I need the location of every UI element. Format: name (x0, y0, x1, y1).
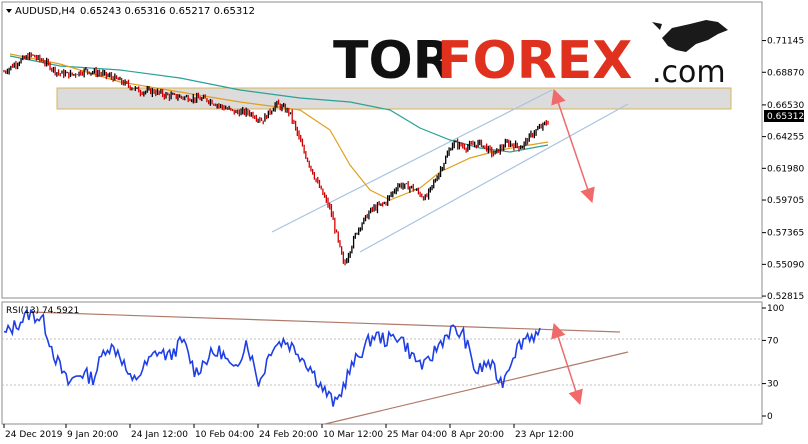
time-tick-label: 10 Mar 12:00 (323, 430, 383, 440)
price-tick-label: 0.59705 (767, 196, 804, 206)
moving-average-fast (9, 53, 549, 201)
rsi-tick-label: 30 (767, 380, 779, 390)
price-tick-label: 0.55090 (767, 260, 804, 270)
symbol-title: AUDUSD,H4 (15, 6, 75, 17)
logo-forex: FOREX (437, 31, 632, 91)
current-price-label: 0.65312 (767, 112, 804, 122)
rsi-pane (1, 301, 763, 425)
rsi-tick-label: 70 (767, 336, 779, 346)
time-tick-label: 24 Jan 12:00 (131, 430, 188, 440)
time-tick-label: 10 Feb 04:00 (195, 430, 254, 440)
price-tick-label: 0.52815 (767, 292, 804, 302)
price-tick-label: 0.57365 (767, 229, 804, 239)
rsi-tick-label: 0 (767, 412, 773, 422)
logo-com: .com (652, 55, 726, 90)
price-series (3, 52, 549, 266)
time-tick-label: 24 Dec 2019 (5, 430, 63, 440)
rsi-series (3, 308, 541, 407)
price-tick-label: 0.61980 (767, 164, 804, 174)
logo-tor: TOR (333, 31, 453, 91)
rsi-axis: 100 70 30 0 (762, 304, 784, 422)
torforex-logo: TOR FOREX .com (333, 20, 728, 91)
current-price-marker (764, 110, 804, 122)
time-tick-label: 9 Jan 20:00 (67, 430, 119, 440)
dropdown-triangle-icon[interactable] (6, 9, 12, 13)
time-tick-label: 23 Apr 12:00 (515, 430, 574, 440)
symbol-quote: 0.65243 0.65316 0.65217 0.65312 (80, 6, 255, 17)
price-pane (1, 1, 763, 299)
rsi-label: RSI(13) 74.5921 (6, 306, 79, 316)
time-tick-label: 8 Apr 20:00 (451, 430, 504, 440)
rsi-reversal-arrow (551, 322, 583, 406)
price-axis: 0.71145 0.68870 0.66530 0.64255 0.61980 0.597… (762, 37, 804, 302)
rsi-tick-label: 100 (767, 304, 784, 314)
price-tick-label: 0.66530 (767, 101, 804, 111)
price-tick-label: 0.68870 (767, 68, 804, 78)
time-tick-label: 25 Mar 04:00 (387, 430, 447, 440)
bull-bear-icon (652, 20, 728, 52)
time-tick-label: 24 Feb 20:00 (259, 430, 318, 440)
time-axis: 24 Dec 2019 9 Jan 20:00 24 Jan 12:00 10 Feb… (3, 424, 574, 440)
channel-upper-line (271, 89, 553, 233)
rsi-resistance-line (29, 311, 621, 333)
price-tick-label: 0.64255 (767, 133, 804, 143)
price-tick-label: 0.71145 (767, 37, 804, 47)
price-reversal-arrow (551, 88, 595, 204)
moving-average-slow (9, 55, 549, 153)
